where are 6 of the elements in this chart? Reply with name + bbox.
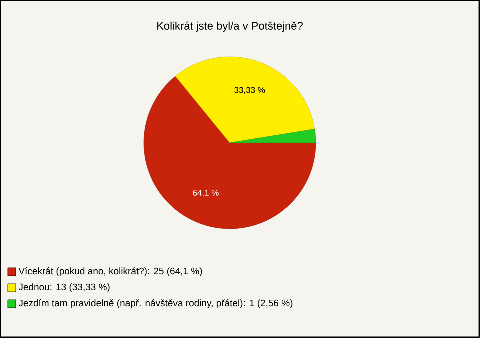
legend-label: Vícekrát (pokud ano, kolikrát?): 25 (64,1 %) [18,268,202,276]
legend-label: Jednou: 13 (33,33 %) [18,284,110,292]
chart-title: Kolikrát jste byl/a v Potštejně? [158,22,303,32]
legend-label: Jezdím tam pravidelně (např. návštěva rodiny, přátel): 1 (2,56 %) [18,300,293,308]
data-label: 33,33 % [234,87,266,94]
data-label: 64,1 % [193,190,219,197]
